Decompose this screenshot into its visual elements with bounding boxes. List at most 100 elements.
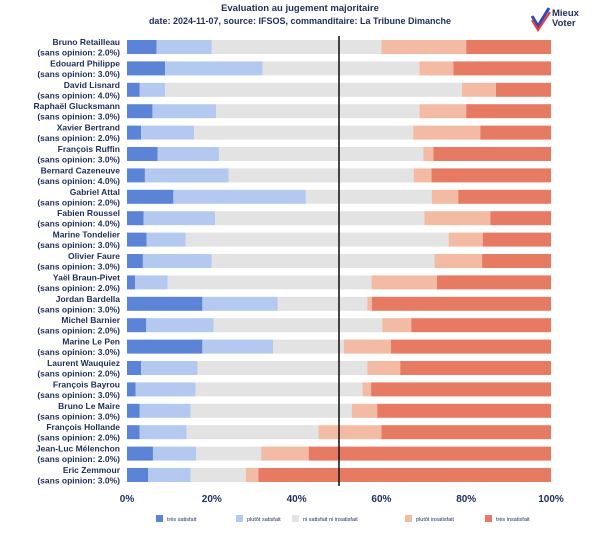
bar-segment [127, 125, 142, 140]
bar-segment [216, 104, 420, 119]
bar-segment [411, 318, 551, 333]
logo-text: Mieux Voter [552, 9, 579, 29]
bar-segment [127, 403, 140, 418]
logo-line2: Voter [552, 18, 576, 29]
bar-segment [127, 275, 136, 290]
bar-segment [433, 147, 551, 161]
bar-segment [127, 168, 145, 183]
bar-segment [258, 468, 551, 482]
x-tick-label: 20% [202, 494, 222, 505]
logo-line1: Mieux [552, 8, 579, 19]
bar-segment [152, 446, 197, 461]
bar-segment [215, 211, 425, 226]
bar-segment [371, 296, 551, 311]
bar-segment [424, 211, 491, 226]
bar-segment [157, 147, 219, 161]
candidate-label: Bruno Retailleau [52, 37, 120, 47]
checkmark-logo-icon [530, 7, 551, 33]
bar-segment [127, 296, 203, 311]
bar-segment [127, 211, 144, 226]
candidate-label: François Hollande [46, 422, 120, 432]
no-opinion-label: (sans opinion: 4.0%) [37, 90, 120, 100]
bar-segment [423, 147, 434, 161]
bar-segment [165, 61, 263, 76]
bar-segment [245, 468, 259, 482]
x-tick-label: 0% [120, 494, 135, 505]
bar-segment [367, 296, 372, 311]
legend-entry: très satisfait [167, 517, 197, 523]
bar-segment [434, 254, 483, 268]
bar-segment [211, 40, 382, 54]
bar-segment [135, 382, 196, 397]
bar-segment [143, 211, 216, 226]
bar-segment [156, 40, 212, 54]
no-opinion-label: (sans opinion: 2.0%) [37, 369, 120, 379]
no-opinion-label: (sans opinion: 2.0%) [37, 433, 120, 443]
no-opinion-label: (sans opinion: 3.0%) [37, 262, 120, 272]
x-tick-label: 80% [456, 494, 476, 505]
bar-segment [490, 211, 551, 226]
no-opinion-label: (sans opinion: 4.0%) [37, 219, 120, 229]
candidate-label: Xavier Bertrand [57, 123, 120, 133]
x-tick-label: 60% [371, 494, 391, 505]
bar-segment [202, 339, 274, 354]
bar-segment [148, 468, 191, 482]
bar-segment [419, 61, 454, 76]
bar-segment [139, 425, 187, 440]
bar-segment [190, 468, 246, 482]
bar-segment [377, 403, 551, 418]
legend-entry: plutôt insatisfait [416, 517, 454, 523]
chart-title: Evaluation au jugement majoritaire [221, 3, 379, 14]
candidate-label: Eric Zemmour [63, 465, 121, 475]
bar-segment [139, 82, 166, 97]
no-opinion-label: (sans opinion: 3.0%) [37, 69, 120, 79]
bar-segment [400, 361, 551, 375]
bar-segment [144, 168, 229, 183]
bar-segment [431, 168, 551, 183]
bar-segment [419, 104, 467, 119]
bar-segment [127, 40, 157, 54]
bar-segment [480, 125, 551, 140]
candidate-label: Bernard Cazeneuve [41, 165, 121, 175]
bar-segment [436, 275, 551, 290]
bar-segment [127, 468, 149, 482]
bar-segment [453, 61, 551, 76]
no-opinion-label: (sans opinion: 3.0%) [37, 112, 120, 122]
legend-swatch [405, 515, 412, 522]
bar-segment [139, 403, 191, 418]
candidate-label: François Bayrou [53, 379, 120, 389]
legend-swatch [236, 515, 243, 522]
candidate-label: Raphaël Glucksmann [34, 101, 120, 111]
bar-segment [186, 425, 319, 440]
bar-segment [228, 168, 414, 183]
bar-segment [211, 254, 435, 268]
bar-segment [482, 232, 551, 247]
no-opinion-label: (sans opinion: 2.0%) [37, 197, 120, 207]
candidate-label: Jordan Bardella [56, 294, 121, 304]
bar-segment [142, 254, 212, 268]
candidate-label: Bruno Le Maire [58, 401, 120, 411]
candidate-label: Olivier Faure [68, 251, 120, 261]
bar-segment [371, 382, 551, 397]
bar-segment [127, 339, 203, 354]
bar-segment [318, 425, 382, 440]
bar-segment [146, 318, 214, 333]
legend-swatch [156, 515, 163, 522]
no-opinion-label: (sans opinion: 3.0%) [37, 411, 120, 421]
bar-segment [390, 339, 551, 354]
legend-swatch [485, 515, 492, 522]
bar-segment [202, 296, 278, 311]
candidate-label: Marine Le Pen [62, 337, 120, 347]
candidate-label: Marine Tondelier [53, 230, 121, 240]
no-opinion-label: (sans opinion: 3.0%) [37, 390, 120, 400]
bar-segment [127, 318, 147, 333]
bar-segment [146, 232, 186, 247]
bar-segment [466, 104, 551, 119]
bar-segment [362, 382, 372, 397]
no-opinion-label: (sans opinion: 3.0%) [37, 155, 120, 165]
candidate-label: Jean-Luc Mélenchon [36, 444, 120, 454]
bar-segment [413, 168, 432, 183]
bar-segment [371, 275, 437, 290]
bar-segment [213, 318, 383, 333]
